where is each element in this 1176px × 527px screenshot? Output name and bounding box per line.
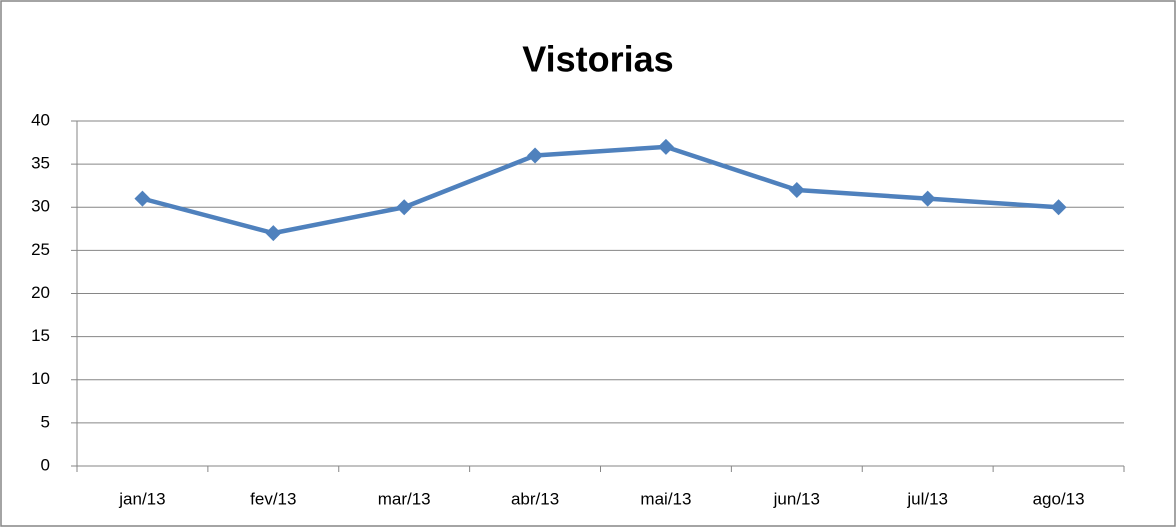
- x-tick-label: jul/13: [906, 489, 948, 508]
- marker: [919, 190, 936, 207]
- y-tick-label: 30: [31, 197, 50, 216]
- chart-title: Vistorias: [522, 39, 673, 80]
- marker: [788, 182, 805, 198]
- y-tick-label: 40: [31, 110, 50, 129]
- marker: [134, 190, 151, 207]
- marker: [1050, 199, 1067, 216]
- x-tick-label: mar/13: [378, 489, 431, 508]
- y-tick-label: 25: [31, 240, 50, 259]
- marker: [527, 147, 544, 164]
- x-tick-label: mai/13: [640, 489, 691, 508]
- x-tick-label: fev/13: [250, 489, 296, 508]
- x-tick-label: jan/13: [118, 489, 165, 508]
- y-tick-label: 20: [31, 283, 50, 302]
- x-tick-label: jun/13: [773, 489, 820, 508]
- y-tick-label: 0: [41, 455, 50, 474]
- y-tick-label: 5: [41, 412, 50, 431]
- x-tick-label: ago/13: [1033, 489, 1085, 508]
- x-tick-label: abr/13: [511, 489, 559, 508]
- y-tick-label: 15: [31, 326, 50, 345]
- y-tick-label: 10: [31, 369, 50, 388]
- marker: [265, 225, 282, 242]
- marker: [396, 199, 413, 216]
- line: [141, 144, 1059, 236]
- y-tick-label: 35: [31, 154, 50, 173]
- marker: [657, 138, 674, 155]
